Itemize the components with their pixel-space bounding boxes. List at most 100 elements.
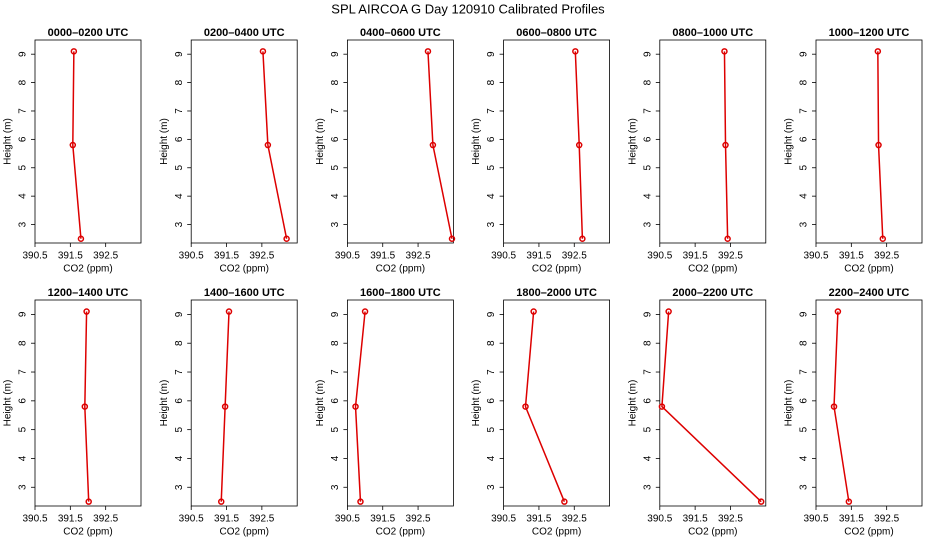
plot-frame [346,39,454,244]
y-tick-label: 5 [330,426,341,432]
y-tick-label: 9 [799,311,810,317]
y-tick-label: 6 [642,136,653,142]
x-tick-label: 391.5 [526,251,551,262]
plot-frame [815,39,923,244]
y-tick-label: 4 [799,455,810,461]
point [530,308,537,315]
y-tick-label: 4 [799,193,810,199]
y-tick-label: 5 [799,426,810,432]
y-tick-label: 6 [18,398,29,404]
y-tick-label: 3 [18,484,29,490]
profile-line [877,51,884,239]
x-tick-label: 391.5 [58,251,83,262]
x-tick-label: 390.5 [491,514,516,525]
y-tick-label: 3 [486,221,497,227]
profile-line [723,51,729,239]
x-tick-label: 390.5 [22,251,47,262]
y-tick-label: 8 [18,79,29,85]
x-axis-label: CO2 (ppm) [219,264,268,275]
y-tick-label: 3 [799,484,810,490]
panel-title: 2000–2200 UTC [672,287,753,299]
point [875,141,882,149]
profile-line [574,51,584,239]
point [77,235,85,242]
point [221,403,229,410]
y-tick-label: 3 [486,484,497,490]
y-axis-label: Height (m) [3,118,14,165]
y-tick-label: 4 [642,455,653,461]
point [724,235,731,242]
y-tick-label: 3 [330,221,341,227]
panel-title: 0600–0800 UTC [516,27,597,39]
y-tick-label: 6 [799,136,810,142]
x-tick-label: 392.5 [562,251,587,262]
y-tick-label: 9 [642,51,653,57]
y-tick-label: 4 [174,193,185,199]
plot-frame [190,39,298,244]
chart-title: SPL AIRCOA G Day 120910 Calibrated Profi… [331,1,605,16]
y-tick-label: 5 [174,165,185,171]
y-tick-label: 9 [799,51,810,57]
y-tick-label: 5 [174,426,185,432]
y-tick-label: 3 [799,221,810,227]
y-tick-label: 4 [486,455,497,461]
y-axis-label: Height (m) [315,380,326,427]
x-tick-label: 391.5 [526,514,551,525]
point [522,403,529,410]
y-tick-label: 9 [174,51,185,57]
y-tick-label: 4 [486,193,497,199]
point [83,308,90,315]
profile-line [833,311,850,502]
profile-line [72,51,82,239]
point [352,403,359,410]
y-axis-label: Height (m) [159,118,170,165]
y-tick-label: 8 [330,79,341,85]
y-tick-label: 6 [486,136,497,142]
profile-line [427,51,453,239]
point [658,403,666,410]
y-axis-label: Height (m) [159,380,170,427]
x-tick-label: 390.5 [803,514,828,525]
x-axis-label: CO2 (ppm) [844,527,893,538]
y-tick-label: 9 [642,311,653,317]
x-tick-label: 390.5 [335,251,360,262]
y-tick-label: 4 [18,193,29,199]
x-tick-label: 390.5 [647,514,672,525]
y-tick-label: 7 [174,369,185,375]
y-tick-label: 6 [174,136,185,142]
y-tick-label: 3 [174,221,185,227]
plot-frame [815,299,923,507]
y-tick-label: 5 [18,165,29,171]
y-tick-label: 9 [486,51,497,57]
y-tick-label: 6 [18,136,29,142]
panel-title: 0800–1000 UTC [672,27,753,39]
point [424,48,432,55]
x-tick-label: 392.5 [406,251,431,262]
y-tick-label: 7 [18,108,29,114]
profile-line [262,51,288,239]
y-tick-label: 7 [642,369,653,375]
y-tick-label: 4 [330,193,341,199]
x-tick-label: 392.5 [874,251,899,262]
y-tick-label: 8 [330,340,341,346]
y-tick-label: 5 [330,165,341,171]
point [85,498,92,505]
x-axis-label: CO2 (ppm) [688,264,737,275]
x-tick-label: 390.5 [179,251,204,262]
y-tick-label: 7 [486,108,497,114]
y-axis-label: Height (m) [784,380,795,427]
x-tick-label: 390.5 [179,514,204,525]
point [448,235,456,242]
y-tick-label: 7 [174,108,185,114]
y-tick-label: 6 [486,398,497,404]
y-tick-label: 4 [174,455,185,461]
x-tick-label: 392.5 [562,514,587,525]
y-tick-label: 6 [799,398,810,404]
panel-title: 2200–2400 UTC [829,287,910,299]
y-tick-label: 8 [18,340,29,346]
y-tick-label: 5 [486,165,497,171]
y-axis-label: Height (m) [471,118,482,165]
x-tick-label: 391.5 [214,251,239,262]
